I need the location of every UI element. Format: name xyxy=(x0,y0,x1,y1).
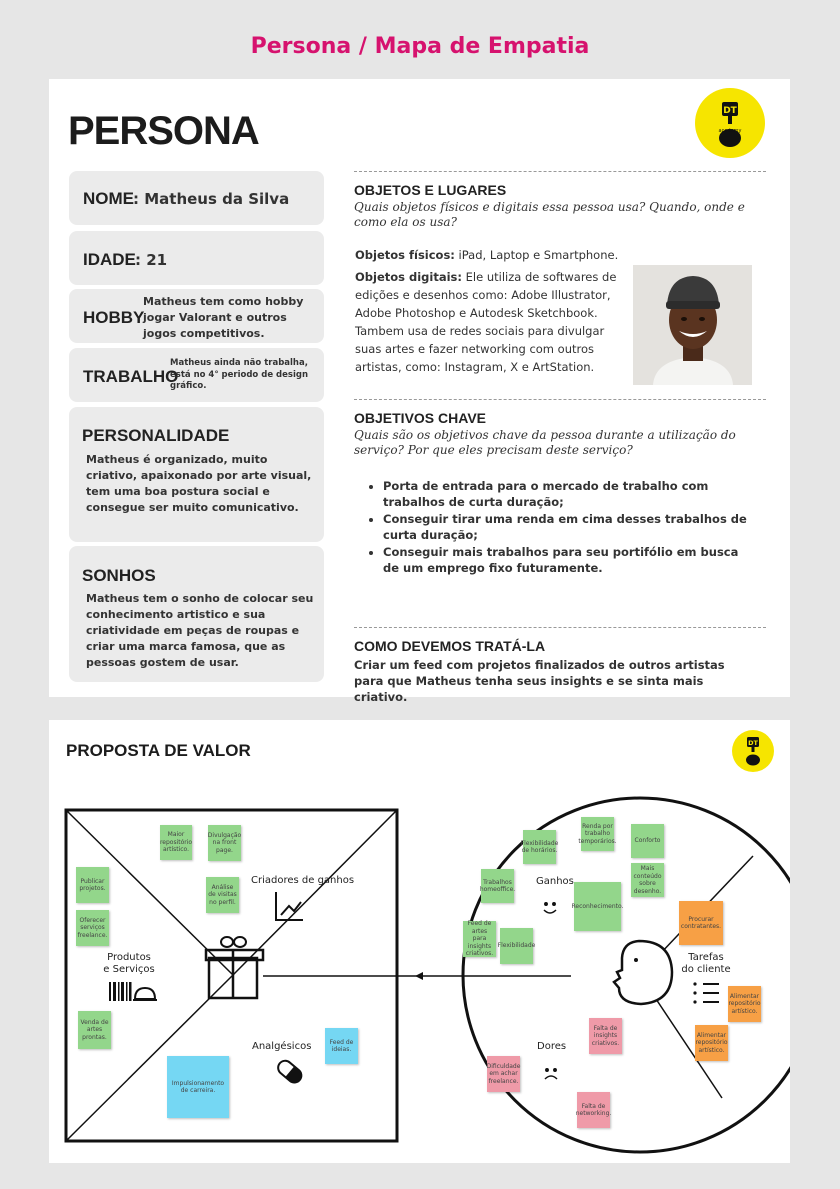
objetivos-question: Quais são os objetivos chave da pessoa d… xyxy=(354,428,736,457)
dt-academy-logo: DT academy xyxy=(695,88,765,158)
digitais-value: Ele utiliza de softwares de edições e de… xyxy=(355,270,617,374)
sticky-note: Flexibilidade de horários. xyxy=(521,830,558,864)
objetivo-item: Conseguir tirar uma renda em cima desses… xyxy=(383,511,750,543)
sticky-note: Reconhecimento. xyxy=(572,882,624,931)
sonhos-label: SONHOS xyxy=(82,566,156,585)
svg-text:DT: DT xyxy=(723,106,737,116)
idade-label: IDADE xyxy=(83,250,136,269)
objetos-fisicos: Objetos físicos: iPad, Laptop e Smartpho… xyxy=(355,246,625,264)
idade-box: IDADE : 21 xyxy=(69,231,324,285)
label-dores: Dores xyxy=(537,1041,567,1052)
divider-1 xyxy=(354,171,766,172)
proposta-card: PROPOSTA DE VALOR DT xyxy=(49,720,790,1163)
objetivos-title: OBJETIVOS CHAVE xyxy=(354,410,486,426)
dt-academy-logo-small: DT xyxy=(732,730,774,772)
sticky-note: Mais conteúdo sobre desenho. xyxy=(631,863,664,897)
objetivos-list: Porta de entrada para o mercado de traba… xyxy=(365,478,750,577)
objetivo-item: Conseguir mais trabalhos para seu portif… xyxy=(383,544,750,576)
nome-label: NOME xyxy=(83,189,134,208)
hobby-value: Matheus tem como hobby jogar Valorant e … xyxy=(143,295,304,340)
objetos-title: OBJETOS E LUGARES xyxy=(354,182,507,198)
fisicos-value: iPad, Laptop e Smartphone. xyxy=(454,248,619,262)
digitais-label: Objetos digitais: xyxy=(355,270,462,284)
sticky-note: Falta de networking. xyxy=(576,1092,611,1128)
sticky-note: Falta de insights criativos. xyxy=(589,1018,622,1054)
sticky-note: Alimentar repositório artístico. xyxy=(728,986,761,1022)
fisicos-label: Objetos físicos: xyxy=(355,248,455,262)
sticky-note: Análise de visitas no perfil. xyxy=(206,877,239,913)
objetos-question: Quais objetos físicos e digitais essa pe… xyxy=(354,200,745,229)
sticky-note: Flexibilidade xyxy=(498,928,535,964)
label-criadores-de-ganhos: Criadores de ganhos xyxy=(251,875,355,886)
label-produtos-e-servicos: Produtos e Serviços xyxy=(103,952,155,975)
personalidade-box: PERSONALIDADE Matheus é organizado, muit… xyxy=(69,407,324,542)
personalidade-label: PERSONALIDADE xyxy=(82,426,230,445)
logo-text: academy xyxy=(719,128,742,134)
objetivo-item: Porta de entrada para o mercado de traba… xyxy=(383,478,750,510)
objetos-digitais: Objetos digitais: Ele utiliza de softwar… xyxy=(355,268,620,376)
personalidade-value: Matheus é organizado, muito criativo, ap… xyxy=(86,453,312,514)
sticky-note: Procurar contratantes. xyxy=(679,901,723,945)
trabalho-box: TRABALHO Matheus ainda não trabalha, est… xyxy=(69,348,324,402)
sticky-note: Publicar projetos. xyxy=(76,867,109,903)
sonhos-value: Matheus tem o sonho de colocar seu conhe… xyxy=(86,592,314,669)
idade-value: : 21 xyxy=(135,251,168,269)
persona-card: PERSONA DT academy NOME : Matheus da Sil… xyxy=(49,79,790,704)
nome-value: : Matheus da Silva xyxy=(133,190,290,208)
hobby-box: HOBBY Matheus tem como hobby jogar Valor… xyxy=(69,289,324,343)
label-ganhos: Ganhos xyxy=(536,876,574,887)
trabalho-value: Matheus ainda não trabalha, está no 4° p… xyxy=(170,358,309,391)
page-title: Persona / Mapa de Empatia xyxy=(250,34,590,59)
sticky-note: Renda por trabalho temporários. xyxy=(578,817,617,851)
sticky-note: Oferecer serviços freelance. xyxy=(76,910,109,946)
sticky-note: Venda de artes prontas. xyxy=(78,1011,111,1049)
value-proposition-diagram xyxy=(64,796,790,1154)
label-tarefas-do-cliente: Tarefas do cliente xyxy=(681,952,731,975)
sticky-note: Feed de ideias. xyxy=(325,1028,358,1064)
sticky-note: Dificuldade em achar freelance. xyxy=(487,1056,520,1092)
proposta-title: PROPOSTA DE VALOR xyxy=(66,741,251,760)
divider-2 xyxy=(354,399,766,400)
sonhos-box: SONHOS Matheus tem o sonho de colocar se… xyxy=(69,546,324,682)
divider-3 xyxy=(354,627,766,628)
label-analgesicos: Analgésicos xyxy=(252,1041,312,1052)
nome-box: NOME : Matheus da Silva xyxy=(69,171,324,225)
persona-title: PERSONA xyxy=(68,109,260,153)
sticky-note: Maior repositório artístico. xyxy=(160,825,192,860)
tratar-title: COMO DEVEMOS TRATÁ-LA xyxy=(354,638,546,654)
sticky-note: Impulsionamento de carreira. xyxy=(167,1056,229,1118)
hobby-label: HOBBY xyxy=(83,308,145,327)
sticky-note: Conforto xyxy=(631,824,664,858)
tratar-value: Criar um feed com projetos finalizados d… xyxy=(354,658,725,704)
svg-text:DT: DT xyxy=(748,739,758,747)
trabalho-label: TRABALHO xyxy=(83,367,179,386)
sticky-note: Alimentar repositório artístico. xyxy=(695,1025,728,1061)
persona-photo xyxy=(633,265,752,385)
sticky-note: Feed de artes para insights criativos. xyxy=(463,920,496,957)
sticky-note: Trabalhos homeoffice. xyxy=(480,869,515,903)
sticky-note: Divulgação na front page. xyxy=(208,825,241,861)
